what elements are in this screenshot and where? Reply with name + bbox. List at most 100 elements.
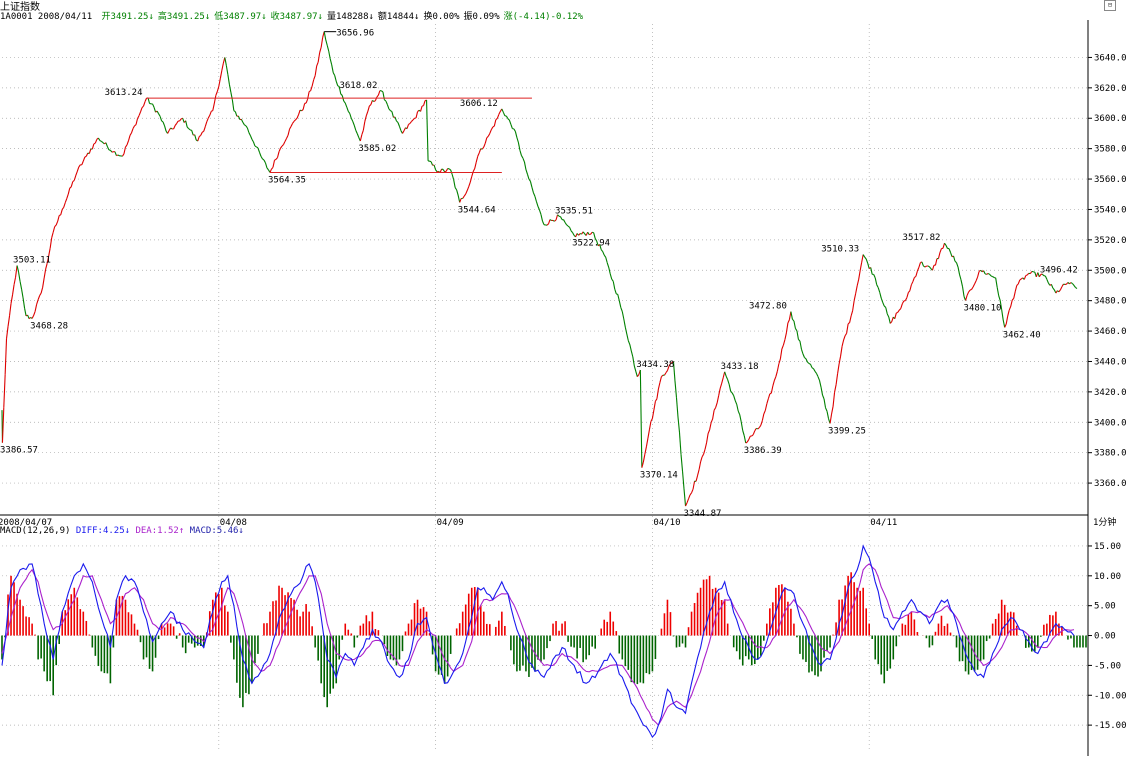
price-segment	[370, 100, 373, 105]
price-segment	[647, 429, 650, 439]
price-segment	[528, 178, 531, 182]
price-segment	[248, 132, 251, 136]
price-segment	[362, 121, 366, 131]
price-segment	[343, 100, 346, 104]
price-segment	[320, 37, 324, 48]
price-segment	[1010, 300, 1013, 307]
price-segment	[34, 304, 38, 312]
price-segment	[960, 279, 964, 287]
price-segment	[689, 492, 692, 496]
price-segment	[135, 118, 139, 125]
price-segment	[263, 159, 266, 164]
quote-header: 上证指数 1A0001 2008/04/11 开3491.25↓ 高3491.25…	[0, 0, 1126, 22]
price-segment	[663, 372, 667, 376]
price-segment	[353, 125, 357, 131]
price-segment	[233, 110, 236, 113]
price-segment	[302, 103, 306, 110]
price-segment	[373, 100, 376, 102]
price-segment	[927, 265, 930, 268]
price-segment	[203, 126, 206, 132]
price-segment	[21, 289, 24, 299]
price-segment	[782, 339, 786, 346]
price-segment	[1005, 315, 1009, 325]
price-segment	[612, 281, 616, 290]
price-segment	[975, 276, 979, 282]
price-segment	[778, 358, 781, 364]
price-annotation: 3468.28	[30, 321, 68, 331]
price-segment	[176, 120, 179, 124]
price-segment	[227, 74, 230, 85]
price-segment	[564, 222, 568, 226]
price-segment	[675, 397, 679, 418]
price-segment	[367, 105, 370, 112]
price-segment	[794, 328, 798, 332]
price-segment	[456, 189, 459, 196]
price-segment	[337, 85, 340, 88]
price-segment	[19, 281, 23, 290]
price-segment	[532, 192, 536, 197]
price-segment	[251, 138, 254, 143]
price-segment	[462, 195, 465, 199]
price-segment	[540, 214, 544, 222]
price-segment	[245, 125, 248, 129]
price-annotation: 3535.51	[555, 206, 593, 216]
price-segment	[987, 272, 990, 275]
price-segment	[221, 63, 224, 71]
price-segment	[627, 340, 631, 345]
price-segment	[666, 366, 670, 371]
price-segment	[809, 363, 813, 368]
price-segment	[918, 262, 921, 268]
price-segment	[939, 248, 942, 253]
price-segment	[483, 143, 486, 148]
price-segment	[531, 187, 534, 193]
price-segment	[519, 150, 522, 156]
price-segment	[804, 357, 807, 360]
price-segment	[733, 395, 736, 401]
price-segment	[7, 315, 11, 327]
price-segment	[661, 374, 664, 378]
price-segment	[611, 278, 614, 282]
price-segment	[645, 438, 649, 448]
price-segment	[4, 338, 8, 375]
price-segment	[781, 345, 784, 350]
price-segment	[968, 289, 971, 293]
price-segment	[719, 383, 723, 389]
price-segment	[995, 277, 998, 288]
price-segment	[766, 398, 769, 404]
price-segment	[66, 194, 69, 199]
price-segment	[793, 320, 796, 329]
price-segment	[572, 232, 575, 236]
price-tick-label: 3500.00	[1094, 266, 1126, 276]
price-segment	[60, 209, 63, 215]
price-segment	[319, 47, 322, 53]
price-grid: 3360.00 3380.00 3400.00 3420.00 3440.00 3460.…	[2, 24, 1126, 752]
price-segment	[972, 283, 976, 288]
price-segment	[254, 145, 257, 148]
price-segment	[710, 418, 714, 423]
price-segment	[477, 152, 480, 157]
price-segment	[264, 162, 268, 169]
price-segment	[82, 156, 86, 162]
date-label: 04/11	[870, 518, 897, 528]
price-segment	[97, 137, 101, 141]
price-segment	[742, 430, 745, 436]
price-segment	[555, 214, 559, 221]
price-segment	[668, 363, 671, 367]
price-segment	[928, 266, 932, 270]
price-segment	[453, 179, 456, 188]
price-segment	[867, 262, 870, 269]
macd-legend-macd: MACD:5.46↓	[190, 526, 244, 536]
window-toggle-icon[interactable]: ⊟	[1104, 0, 1116, 11]
price-annotation: 3606.12	[460, 99, 498, 109]
price-segment	[272, 160, 276, 168]
price-segment	[924, 265, 927, 268]
price-segment	[219, 70, 223, 79]
price-segment	[49, 237, 53, 249]
price-segment	[966, 291, 970, 296]
price-segment	[701, 453, 705, 458]
price-segment	[865, 258, 869, 264]
price-segment	[808, 363, 811, 365]
price-segment	[161, 120, 164, 123]
price-segment	[244, 124, 247, 127]
price-segment	[520, 155, 524, 159]
